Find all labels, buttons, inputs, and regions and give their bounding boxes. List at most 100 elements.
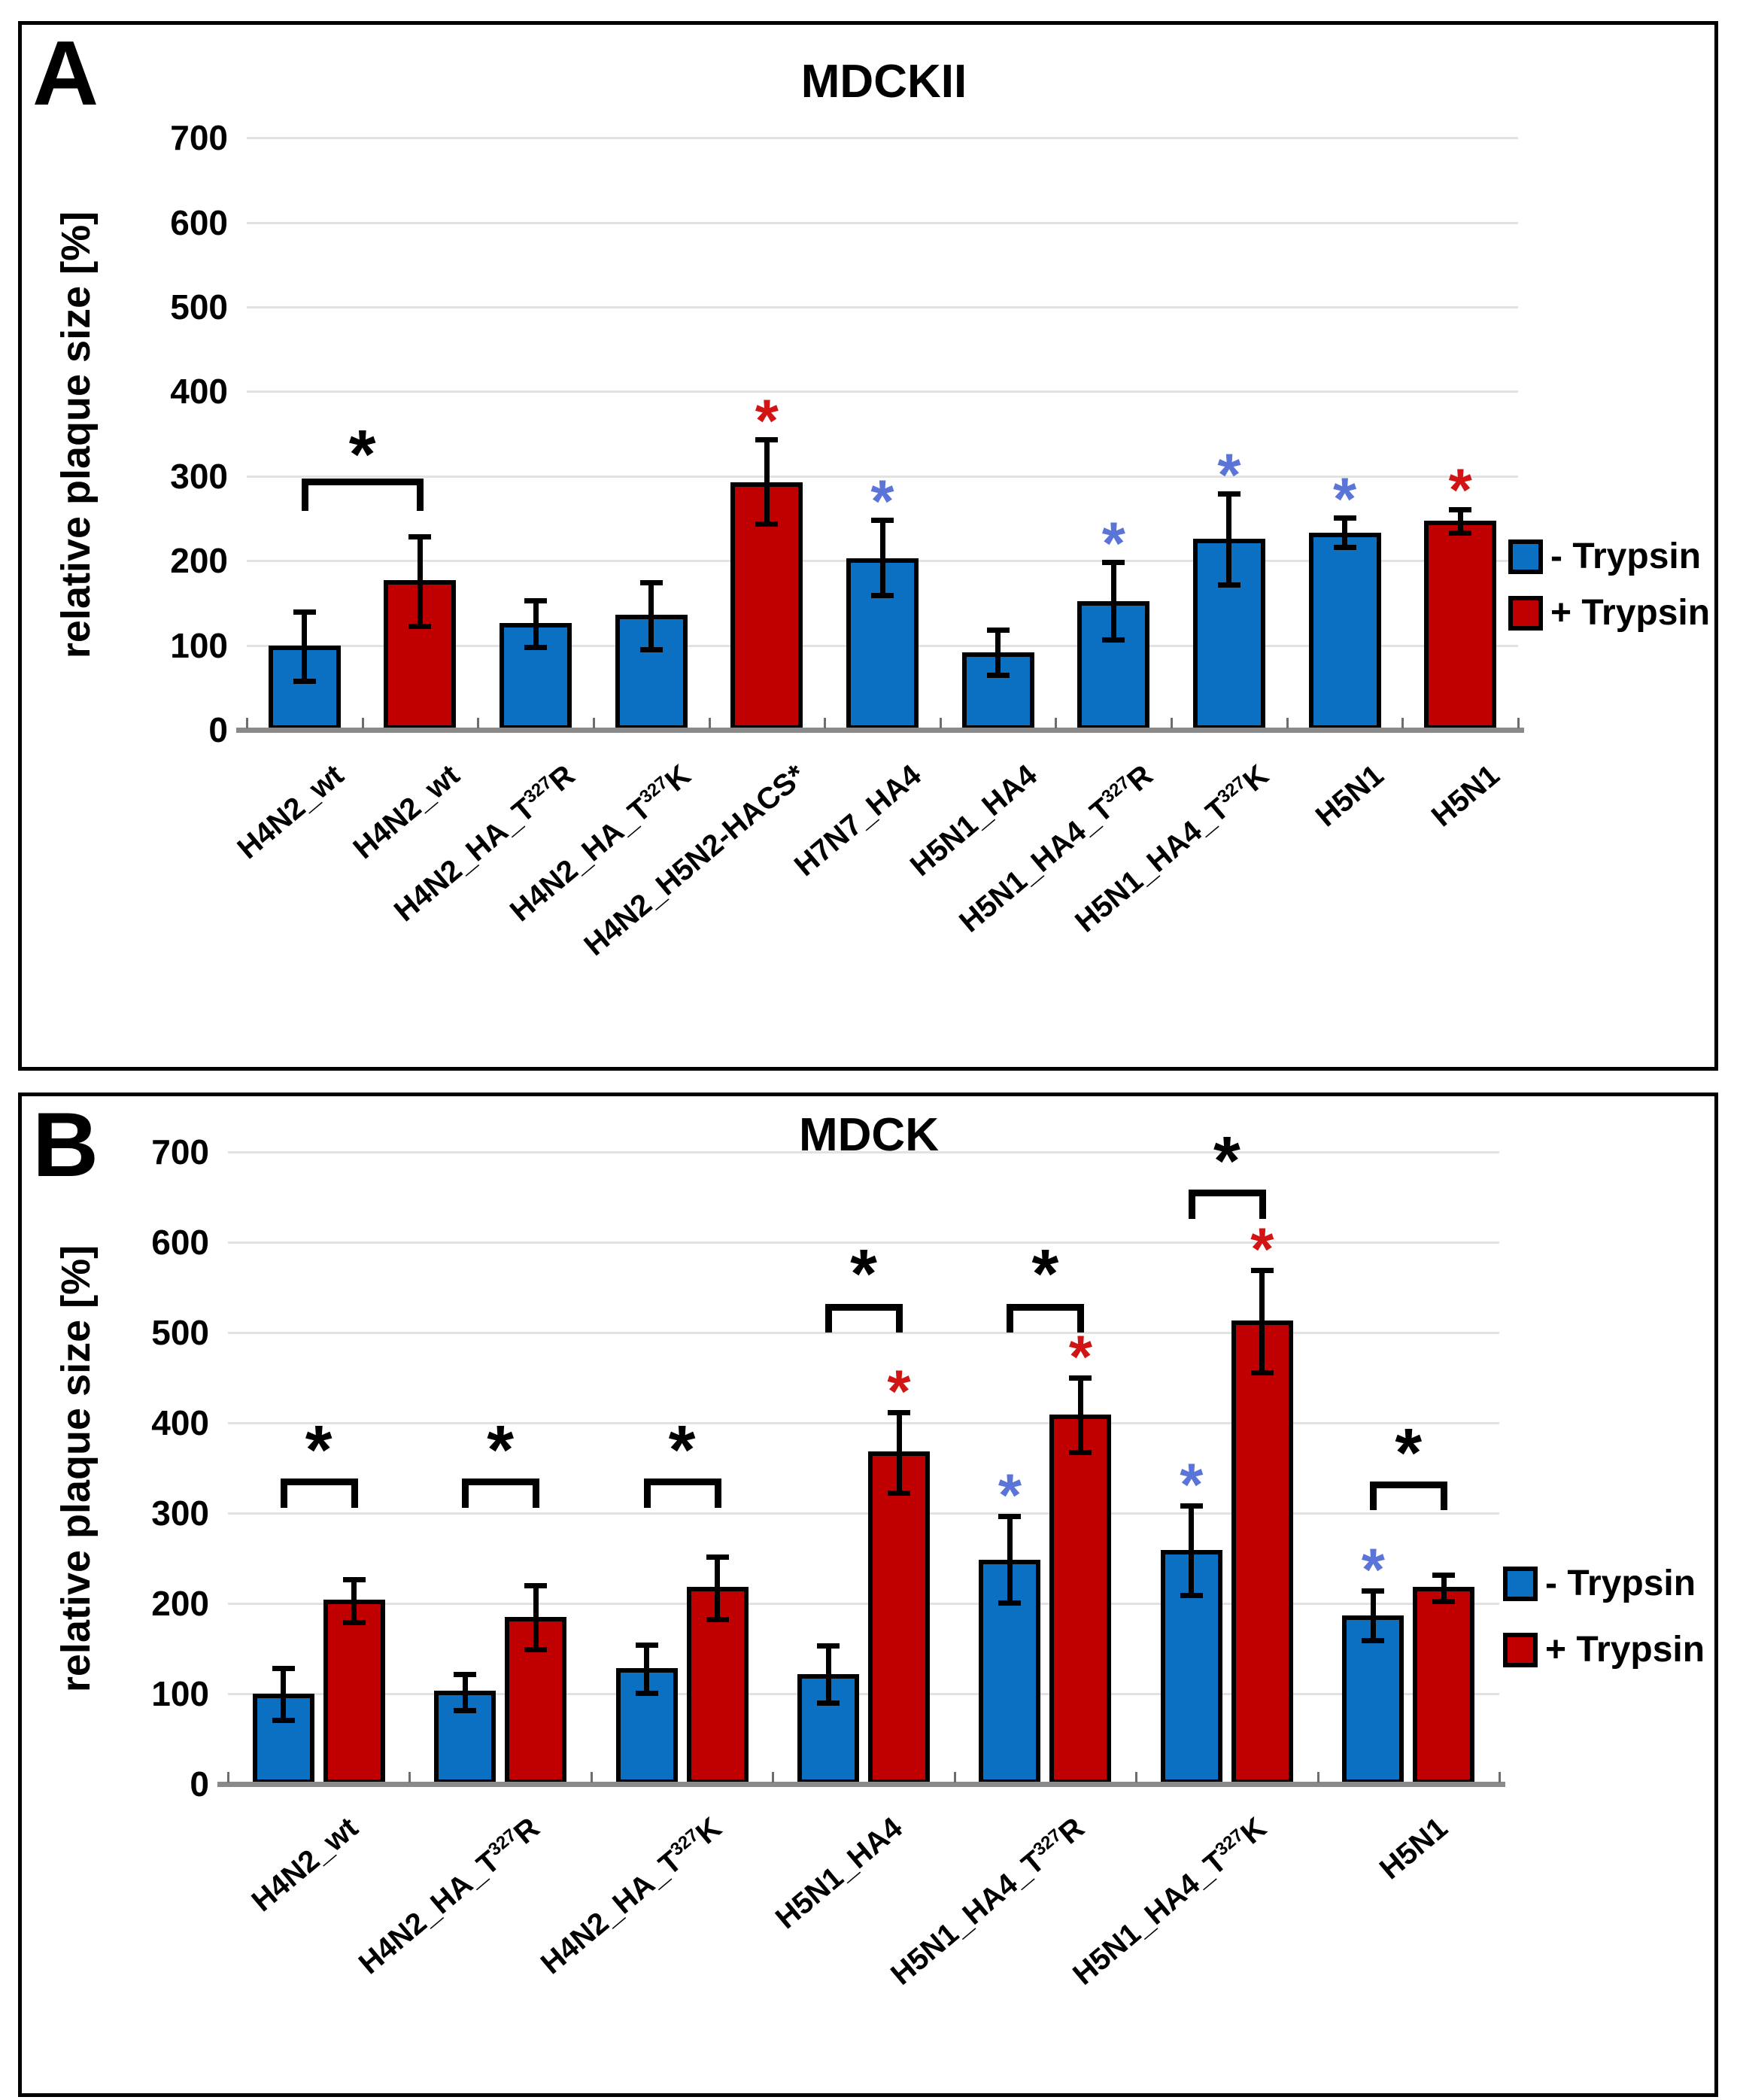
legend-item-plus-trypsin: + Trypsin <box>1508 595 1710 631</box>
axis-tick <box>590 1772 593 1782</box>
error-bar-cap-top <box>1180 1503 1203 1509</box>
panel-b: B MDCK relative plaque size [%] 0 100 200 3… <box>18 1093 1718 2097</box>
x-category-label: H5N1_HA4_T327K <box>1068 758 1275 939</box>
error-bar-cap-top <box>524 598 548 604</box>
axis-tick <box>1055 718 1058 728</box>
legend-swatch-plus-trypsin-icon <box>1503 1633 1538 1667</box>
panel-a-letter: A <box>32 22 99 124</box>
bracket-bar <box>1188 1190 1266 1197</box>
bracket-leg-left <box>301 479 308 511</box>
error-bar <box>533 600 539 648</box>
panel-a-title: MDCKII <box>800 56 967 108</box>
significance-star-blue: * <box>998 1460 1022 1528</box>
error-bar-cap-bottom <box>293 678 316 684</box>
error-bar <box>896 1412 902 1494</box>
x-axis-line <box>217 1782 1505 1787</box>
y-tick-label: 500 <box>170 287 228 327</box>
bracket-leg-right <box>533 1479 540 1508</box>
error-bar-cap-bottom <box>408 623 432 629</box>
axis-tick <box>592 718 595 728</box>
x-category-label: H4N2_HA_T327K <box>534 1811 728 1981</box>
x-category-label: H5N1_HA4_T327R <box>953 758 1159 939</box>
error-bar-cap-bottom <box>454 1707 477 1713</box>
bar-plus-trypsin <box>1424 521 1497 730</box>
gridline-400 <box>247 391 1518 394</box>
y-tick-label: 0 <box>190 1764 209 1804</box>
bracket-leg-right <box>417 479 424 511</box>
x-category-label: H5N1 <box>1373 1811 1454 1886</box>
gridline-600 <box>228 1241 1499 1244</box>
axis-tick <box>1316 1772 1319 1782</box>
error-bar-cap-bottom <box>998 1600 1022 1606</box>
x-category-label: H4N2_wt <box>245 1811 365 1919</box>
error-bar <box>1441 1574 1447 1602</box>
error-bar-cap-bottom <box>1102 637 1125 643</box>
error-bar-cap-bottom <box>524 644 548 650</box>
significance-star-blue: * <box>870 467 894 535</box>
bar-minus-trypsin <box>1192 538 1265 730</box>
x-category-label: H5N1_HA4_T327K <box>1066 1811 1273 1992</box>
axis-tick <box>772 1772 775 1782</box>
error-bar-cap-top <box>1069 1375 1092 1381</box>
error-bar-cap-bottom <box>1449 530 1472 536</box>
bracket-bar <box>280 1479 358 1486</box>
y-tick-label: 600 <box>170 202 228 242</box>
bracket-leg-left <box>1188 1190 1195 1219</box>
axis-tick <box>1517 718 1520 728</box>
error-bar <box>533 1585 539 1651</box>
gridline-200 <box>228 1603 1499 1605</box>
significance-star-black: * <box>668 1412 696 1489</box>
error-bar-cap-top <box>293 609 316 615</box>
y-tick-label: 200 <box>151 1584 209 1623</box>
error-bar <box>1110 562 1116 640</box>
axis-tick <box>1171 718 1174 728</box>
x-category-label: H7N7_HA4 <box>788 758 928 883</box>
panel-b-letter: B <box>32 1093 99 1196</box>
legend-swatch-plus-trypsin-icon <box>1508 596 1543 631</box>
bracket-leg-right <box>714 1479 721 1508</box>
legend-label: - Trypsin <box>1545 1564 1696 1603</box>
panel-a-plot-area: 0 100 200 300 400 500 600 700 * * * * * * * H4N2_wt H4N2… <box>22 25 1714 1067</box>
bar-plus-trypsin <box>868 1451 930 1784</box>
bracket-leg-right <box>1441 1482 1448 1511</box>
error-bar-cap-bottom <box>1069 1449 1092 1455</box>
error-bar <box>462 1673 468 1711</box>
error-bar-cap-top <box>755 437 779 443</box>
error-bar <box>1226 494 1232 585</box>
panel-b-legend: - Trypsin + Trypsin <box>1503 1566 1705 1698</box>
significance-star-black: * <box>1031 1235 1059 1313</box>
y-tick-label: 200 <box>170 541 228 581</box>
error-bar-cap-top <box>1432 1572 1456 1578</box>
error-bar-cap-top <box>635 1643 658 1649</box>
panel-a-legend: - Trypsin + Trypsin <box>1508 539 1710 652</box>
bracket-leg-left <box>462 1479 469 1508</box>
error-bar-cap-bottom <box>1362 1638 1385 1644</box>
error-bar <box>417 536 423 627</box>
error-bar-cap-bottom <box>342 1620 366 1626</box>
error-bar-cap-top <box>1449 506 1472 512</box>
error-bar-cap-top <box>272 1666 295 1672</box>
error-bar-cap-bottom <box>1217 582 1240 588</box>
bracket-leg-left <box>280 1479 287 1508</box>
error-bar-cap-bottom <box>1180 1593 1203 1599</box>
gridline-700 <box>247 137 1518 140</box>
y-tick-label: 300 <box>151 1494 209 1533</box>
x-category-label: H5N1_HA4_T327R <box>885 1811 1091 1992</box>
legend-label: - Trypsin <box>1550 536 1702 576</box>
x-category-label: H4N2_wt <box>347 758 466 866</box>
significance-star-red: * <box>887 1357 911 1424</box>
bar-plus-trypsin <box>1049 1415 1112 1784</box>
bar-plus-trypsin <box>1413 1587 1475 1784</box>
bracket-leg-right <box>1259 1190 1266 1219</box>
error-bar <box>281 1668 287 1721</box>
error-bar-cap-top <box>408 533 432 539</box>
error-bar <box>715 1556 721 1620</box>
y-tick-label: 100 <box>151 1674 209 1713</box>
error-bar-cap-top <box>1333 515 1356 521</box>
gridline-700 <box>228 1151 1499 1153</box>
y-tick-label: 400 <box>151 1403 209 1442</box>
error-bar-cap-bottom <box>755 521 779 527</box>
x-category-label: H4N2_HA_T327R <box>353 1811 546 1981</box>
axis-tick <box>1499 1772 1501 1782</box>
error-bar-cap-top <box>986 628 1010 634</box>
